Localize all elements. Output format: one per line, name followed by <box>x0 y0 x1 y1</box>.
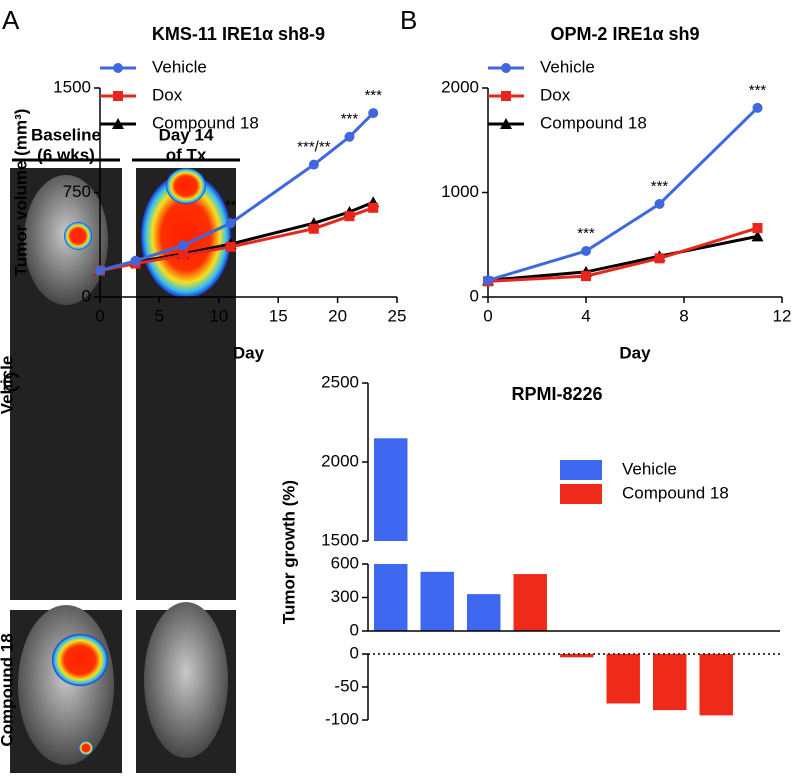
y-tick-label: 0 <box>350 620 359 639</box>
x-tick-label: 4 <box>581 306 590 325</box>
annotation: *** <box>577 225 595 242</box>
marker <box>112 118 124 129</box>
marker <box>654 198 665 209</box>
legend-label: Dox <box>540 85 571 104</box>
legend-label: Dox <box>152 85 183 104</box>
chart-title: OPM-2 IRE1α sh9 <box>550 24 699 44</box>
marker <box>225 241 236 252</box>
marker <box>113 63 123 73</box>
x-axis-label: Day <box>619 343 651 362</box>
x-tick-label: 15 <box>269 306 288 325</box>
marker <box>95 265 105 276</box>
legend-label: Vehicle <box>152 57 207 76</box>
marker <box>751 230 764 242</box>
bar <box>560 654 594 658</box>
marker <box>225 218 236 229</box>
image-row-label: Vehicle <box>0 356 16 415</box>
marker <box>501 63 511 73</box>
y-axis-label: Tumor volume (mm³) <box>11 109 30 277</box>
bar <box>420 571 454 631</box>
annotation: *** <box>364 87 382 104</box>
series-line <box>487 226 758 283</box>
y-tick-label: 1000 <box>441 182 479 201</box>
image-column-label: Baseline <box>31 125 101 144</box>
annotation: ***/** <box>297 139 331 156</box>
y-tick-label: 0 <box>350 643 359 662</box>
x-tick-label: 5 <box>155 306 164 325</box>
annotation: ** <box>225 197 237 214</box>
marker <box>483 275 493 286</box>
annotation: *** <box>341 111 359 128</box>
legend-swatch <box>560 484 602 504</box>
marker <box>581 271 591 282</box>
bar <box>374 564 408 631</box>
image-column-label: of Tx <box>166 145 207 164</box>
marker <box>308 159 319 170</box>
marker <box>178 240 189 251</box>
x-tick-label: 25 <box>388 306 407 325</box>
marker <box>581 246 591 257</box>
x-tick-label: 20 <box>328 306 347 325</box>
chart-title: RPMI-8226 <box>511 384 602 404</box>
x-axis-label: Day <box>233 343 265 362</box>
marker <box>308 223 319 234</box>
y-tick-label: -100 <box>325 709 359 728</box>
y-tick-label: 2500 <box>321 372 359 391</box>
bar <box>467 594 501 631</box>
y-tick-label: 1500 <box>321 530 359 549</box>
y-tick-label: -50 <box>334 676 359 695</box>
legend-label: Vehicle <box>622 459 677 478</box>
marker <box>500 118 512 129</box>
y-axis-label: Tumor growth (%) <box>279 480 298 624</box>
image-column-label: Day 14 <box>159 125 214 144</box>
y-tick-label: 1500 <box>53 77 91 96</box>
marker <box>501 91 511 101</box>
marker <box>344 211 355 222</box>
y-tick-label: 300 <box>331 587 359 606</box>
y-tick-label: 2000 <box>441 77 479 96</box>
bar <box>374 438 408 541</box>
legend-swatch <box>560 460 602 480</box>
image-column-label: (6 wks) <box>37 145 95 164</box>
marker <box>344 131 355 142</box>
marker <box>368 202 379 213</box>
mouse-images <box>10 168 236 773</box>
x-tick-label: 8 <box>679 306 688 325</box>
series-line <box>487 106 759 282</box>
panel-label: C <box>2 367 21 397</box>
chart-title: KMS-11 IRE1α sh8-9 <box>152 24 325 44</box>
legend-label: Compound 18 <box>152 113 259 132</box>
y-tick-label: 600 <box>331 553 359 572</box>
marker <box>368 108 379 119</box>
y-tick-label: 0 <box>470 286 479 305</box>
legend-label: Compound 18 <box>540 113 647 132</box>
legend-label: Compound 18 <box>622 483 729 502</box>
marker <box>113 91 123 101</box>
y-tick-label: 0 <box>82 286 91 305</box>
panel-label: B <box>400 5 417 35</box>
marker <box>654 253 665 264</box>
marker <box>752 102 763 113</box>
y-tick-label: 750 <box>63 182 91 201</box>
marker <box>130 255 141 266</box>
image-row-label: Compound 18 <box>0 633 16 746</box>
annotation: *** <box>749 82 767 99</box>
series-line <box>487 234 758 282</box>
x-tick-label: 0 <box>483 306 492 325</box>
x-tick-label: 0 <box>95 306 104 325</box>
bar <box>699 654 733 716</box>
annotation: *** <box>651 178 669 195</box>
marker <box>178 250 189 261</box>
x-tick-label: 12 <box>773 306 792 325</box>
x-tick-label: 10 <box>209 306 228 325</box>
bar <box>606 654 640 704</box>
y-tick-label: 2000 <box>321 451 359 470</box>
panel-label: A <box>2 5 20 35</box>
legend-label: Vehicle <box>540 57 595 76</box>
bar <box>653 654 687 711</box>
bar <box>513 574 547 631</box>
marker <box>752 223 763 234</box>
